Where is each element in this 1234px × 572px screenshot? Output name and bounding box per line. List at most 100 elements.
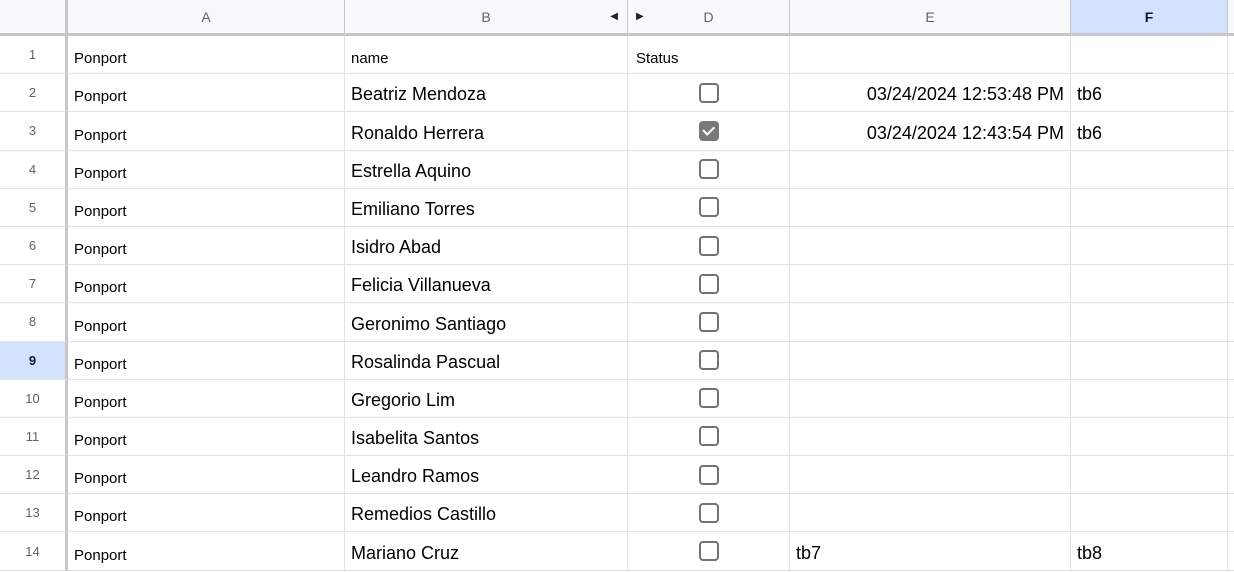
row-number[interactable]: 13 (0, 494, 68, 533)
status-checkbox[interactable] (698, 502, 719, 523)
cell-b[interactable]: Mariano Cruz (345, 532, 628, 571)
cell-a[interactable]: Ponport (68, 379, 345, 418)
cell-a[interactable]: Ponport (68, 494, 345, 533)
cell-d[interactable] (628, 303, 790, 342)
cell-e[interactable] (790, 341, 1071, 380)
cell-f[interactable]: tb8 (1071, 532, 1228, 571)
cell-e[interactable]: 03/24/2024 12:43:54 PM (790, 112, 1071, 151)
cell-b[interactable]: Rosalinda Pascual (345, 341, 628, 380)
cell-b[interactable]: Estrella Aquino (345, 150, 628, 189)
cell-f[interactable] (1071, 150, 1228, 189)
cell-f[interactable] (1071, 494, 1228, 533)
cell-d[interactable] (628, 379, 790, 418)
cell-d[interactable] (628, 417, 790, 457)
status-checkbox[interactable] (698, 82, 719, 103)
row-number[interactable]: 11 (0, 417, 68, 457)
cell-a[interactable]: Ponport (68, 226, 345, 266)
column-header-d[interactable]: ▶ D (628, 0, 790, 33)
cell-a[interactable]: Ponport (68, 417, 345, 457)
cell-d[interactable] (628, 341, 790, 380)
row-number[interactable]: 2 (0, 74, 68, 113)
unhide-column-right-icon[interactable]: ▶ (636, 10, 644, 22)
cell-b[interactable]: Isidro Abad (345, 226, 628, 266)
status-checkbox[interactable] (698, 426, 719, 447)
cell-f[interactable] (1071, 456, 1228, 495)
cell-b[interactable]: Isabelita Santos (345, 417, 628, 457)
select-all-corner[interactable] (0, 0, 68, 33)
cell-b[interactable]: Ronaldo Herrera (345, 112, 628, 151)
row-number[interactable]: 8 (0, 303, 68, 342)
cell-b[interactable]: Felicia Villanueva (345, 265, 628, 304)
cell-a[interactable]: Ponport (68, 303, 345, 342)
column-header-f[interactable]: F (1071, 0, 1228, 33)
cell-d[interactable] (628, 532, 790, 571)
column-header-e[interactable]: E (790, 0, 1071, 33)
status-checkbox[interactable] (698, 464, 719, 485)
row-number[interactable]: 4 (0, 150, 68, 189)
cell-e[interactable] (790, 265, 1071, 304)
cell-b1[interactable]: name (345, 36, 628, 75)
cell-a[interactable]: Ponport (68, 150, 345, 189)
cell-a[interactable]: Ponport (68, 74, 345, 113)
cell-f[interactable] (1071, 303, 1228, 342)
status-checkbox[interactable] (698, 350, 719, 371)
cell-f[interactable]: tb6 (1071, 112, 1228, 151)
cell-f[interactable] (1071, 417, 1228, 457)
cell-e[interactable] (790, 494, 1071, 533)
cell-b[interactable]: Gregorio Lim (345, 379, 628, 418)
cell-e[interactable] (790, 456, 1071, 495)
cell-e[interactable] (790, 226, 1071, 266)
cell-b[interactable]: Remedios Castillo (345, 494, 628, 533)
status-checkbox[interactable] (698, 311, 719, 332)
status-checkbox[interactable] (698, 197, 719, 218)
cell-b[interactable]: Geronimo Santiago (345, 303, 628, 342)
row-number[interactable]: 3 (0, 112, 68, 151)
cell-e[interactable] (790, 379, 1071, 418)
column-header-a[interactable]: A (68, 0, 345, 33)
column-header-b[interactable]: B ◀ (345, 0, 628, 33)
cell-a[interactable]: Ponport (68, 456, 345, 495)
cell-f[interactable] (1071, 265, 1228, 304)
status-checkbox[interactable] (698, 120, 719, 141)
row-number[interactable]: 1 (0, 36, 68, 75)
cell-e1[interactable] (790, 36, 1071, 75)
row-number[interactable]: 9 (0, 341, 68, 380)
cell-b[interactable]: Leandro Ramos (345, 456, 628, 495)
cell-a[interactable]: Ponport (68, 341, 345, 380)
cell-f[interactable] (1071, 379, 1228, 418)
cell-e[interactable]: tb7 (790, 532, 1071, 571)
row-number[interactable]: 10 (0, 379, 68, 418)
cell-a[interactable]: Ponport (68, 112, 345, 151)
cell-a[interactable]: Ponport (68, 188, 345, 227)
cell-a[interactable]: Ponport (68, 532, 345, 571)
cell-d[interactable] (628, 74, 790, 113)
status-checkbox[interactable] (698, 159, 719, 180)
unhide-column-left-icon[interactable]: ◀ (610, 10, 618, 22)
cell-f1[interactable] (1071, 36, 1228, 75)
status-checkbox[interactable] (698, 273, 719, 294)
cell-d[interactable] (628, 226, 790, 266)
cell-b[interactable]: Beatriz Mendoza (345, 74, 628, 113)
cell-f[interactable] (1071, 226, 1228, 266)
cell-a1[interactable]: Ponport (68, 36, 345, 75)
cell-d[interactable] (628, 112, 790, 151)
cell-e[interactable] (790, 188, 1071, 227)
status-checkbox[interactable] (698, 388, 719, 409)
row-number[interactable]: 14 (0, 532, 68, 571)
cell-b[interactable]: Emiliano Torres (345, 188, 628, 227)
cell-d[interactable] (628, 265, 790, 304)
cell-e[interactable] (790, 150, 1071, 189)
cell-e[interactable] (790, 303, 1071, 342)
row-number[interactable]: 12 (0, 456, 68, 495)
cell-d[interactable] (628, 188, 790, 227)
cell-e[interactable] (790, 417, 1071, 457)
status-checkbox[interactable] (698, 235, 719, 256)
cell-a[interactable]: Ponport (68, 265, 345, 304)
active-cell[interactable] (1071, 341, 1228, 380)
status-checkbox[interactable] (698, 541, 719, 562)
cell-d[interactable] (628, 494, 790, 533)
cell-d[interactable] (628, 150, 790, 189)
cell-d[interactable] (628, 456, 790, 495)
row-number[interactable]: 6 (0, 226, 68, 266)
cell-d1[interactable]: Status (628, 36, 790, 75)
